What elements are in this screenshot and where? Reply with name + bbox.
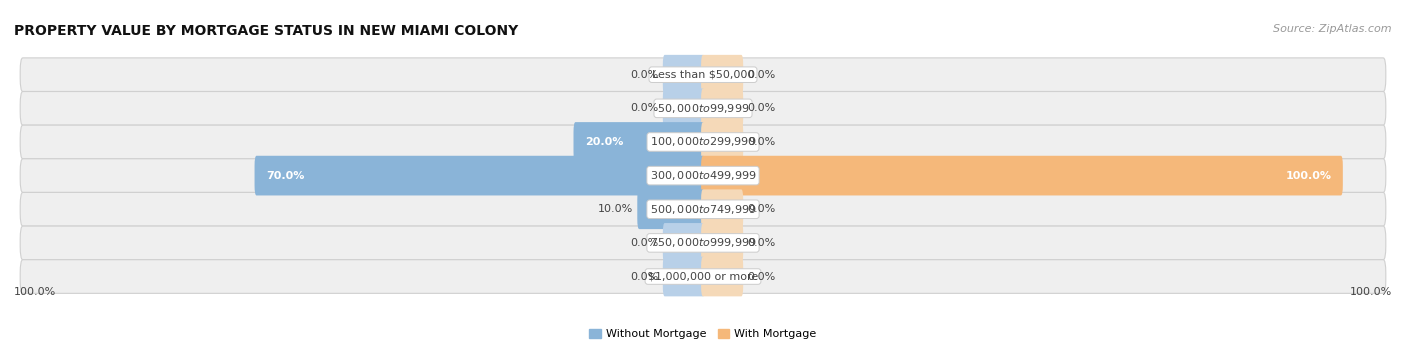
Text: 10.0%: 10.0% [598, 204, 633, 214]
Text: Less than $50,000: Less than $50,000 [652, 70, 754, 80]
FancyBboxPatch shape [20, 192, 1386, 226]
Text: 0.0%: 0.0% [630, 103, 658, 113]
Text: PROPERTY VALUE BY MORTGAGE STATUS IN NEW MIAMI COLONY: PROPERTY VALUE BY MORTGAGE STATUS IN NEW… [14, 24, 519, 38]
FancyBboxPatch shape [574, 122, 704, 162]
FancyBboxPatch shape [662, 89, 704, 128]
Text: 20.0%: 20.0% [585, 137, 623, 147]
Text: 0.0%: 0.0% [748, 70, 776, 80]
Text: $500,000 to $749,999: $500,000 to $749,999 [650, 203, 756, 216]
FancyBboxPatch shape [702, 55, 744, 94]
Text: 0.0%: 0.0% [748, 204, 776, 214]
Text: 100.0%: 100.0% [14, 287, 56, 297]
Text: 100.0%: 100.0% [1350, 287, 1392, 297]
Text: 0.0%: 0.0% [630, 271, 658, 282]
Text: 0.0%: 0.0% [748, 271, 776, 282]
FancyBboxPatch shape [20, 260, 1386, 293]
Text: 100.0%: 100.0% [1285, 170, 1331, 181]
FancyBboxPatch shape [662, 257, 704, 296]
FancyBboxPatch shape [702, 189, 744, 229]
Text: $1,000,000 or more: $1,000,000 or more [648, 271, 758, 282]
Text: 0.0%: 0.0% [748, 103, 776, 113]
Text: 0.0%: 0.0% [748, 137, 776, 147]
Text: 0.0%: 0.0% [748, 238, 776, 248]
FancyBboxPatch shape [702, 257, 744, 296]
FancyBboxPatch shape [20, 58, 1386, 91]
Text: 70.0%: 70.0% [266, 170, 305, 181]
Legend: Without Mortgage, With Mortgage: Without Mortgage, With Mortgage [589, 329, 817, 339]
FancyBboxPatch shape [702, 89, 744, 128]
Text: $750,000 to $999,999: $750,000 to $999,999 [650, 236, 756, 249]
FancyBboxPatch shape [20, 226, 1386, 260]
Text: $300,000 to $499,999: $300,000 to $499,999 [650, 169, 756, 182]
FancyBboxPatch shape [702, 156, 1343, 195]
FancyBboxPatch shape [20, 159, 1386, 192]
Text: 0.0%: 0.0% [630, 238, 658, 248]
FancyBboxPatch shape [20, 91, 1386, 125]
Text: Source: ZipAtlas.com: Source: ZipAtlas.com [1274, 24, 1392, 34]
FancyBboxPatch shape [637, 189, 704, 229]
FancyBboxPatch shape [702, 122, 744, 162]
FancyBboxPatch shape [702, 223, 744, 263]
Text: $50,000 to $99,999: $50,000 to $99,999 [657, 102, 749, 115]
FancyBboxPatch shape [662, 223, 704, 263]
FancyBboxPatch shape [20, 125, 1386, 159]
FancyBboxPatch shape [254, 156, 704, 195]
Text: $100,000 to $299,999: $100,000 to $299,999 [650, 135, 756, 148]
Text: 0.0%: 0.0% [630, 70, 658, 80]
FancyBboxPatch shape [662, 55, 704, 94]
